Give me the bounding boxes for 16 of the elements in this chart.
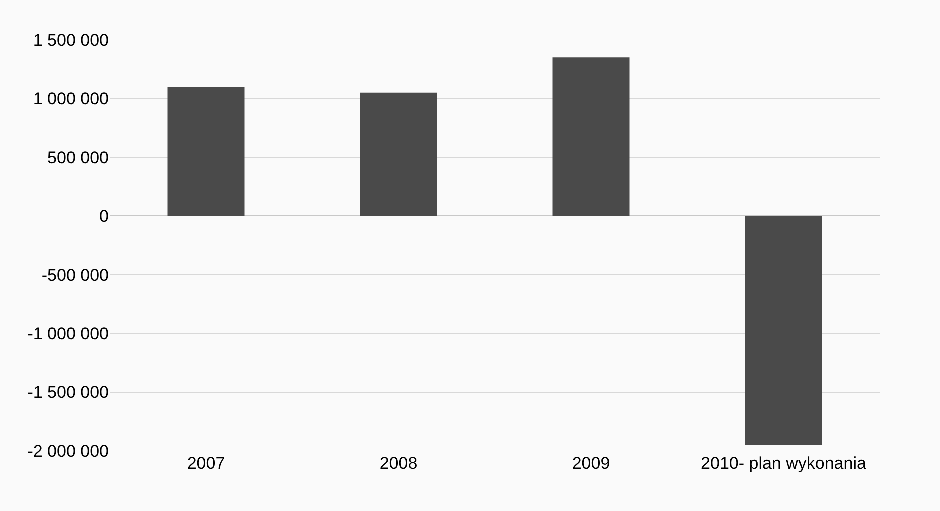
x-tick-label: 2009 [572, 454, 610, 473]
y-tick-label: 1 000 000 [33, 90, 109, 109]
bar [745, 216, 822, 446]
x-tick-label: 2007 [187, 454, 226, 473]
x-tick-label: 2008 [380, 454, 418, 473]
bar [168, 86, 245, 216]
bar [552, 58, 630, 216]
x-tick-label: 2010- plan wykonania [701, 454, 867, 473]
y-tick-label: -1 000 000 [28, 324, 109, 344]
y-tick-label: 0 [100, 207, 109, 226]
y-tick-label: -1 500 000 [28, 383, 109, 402]
y-tick-label: -2 000 000 [28, 442, 109, 461]
y-tick-label: -500 000 [42, 266, 109, 285]
bar [360, 92, 438, 216]
y-tick-label: 500 000 [48, 148, 109, 168]
y-tick-label: 1 500 000 [33, 30, 109, 50]
